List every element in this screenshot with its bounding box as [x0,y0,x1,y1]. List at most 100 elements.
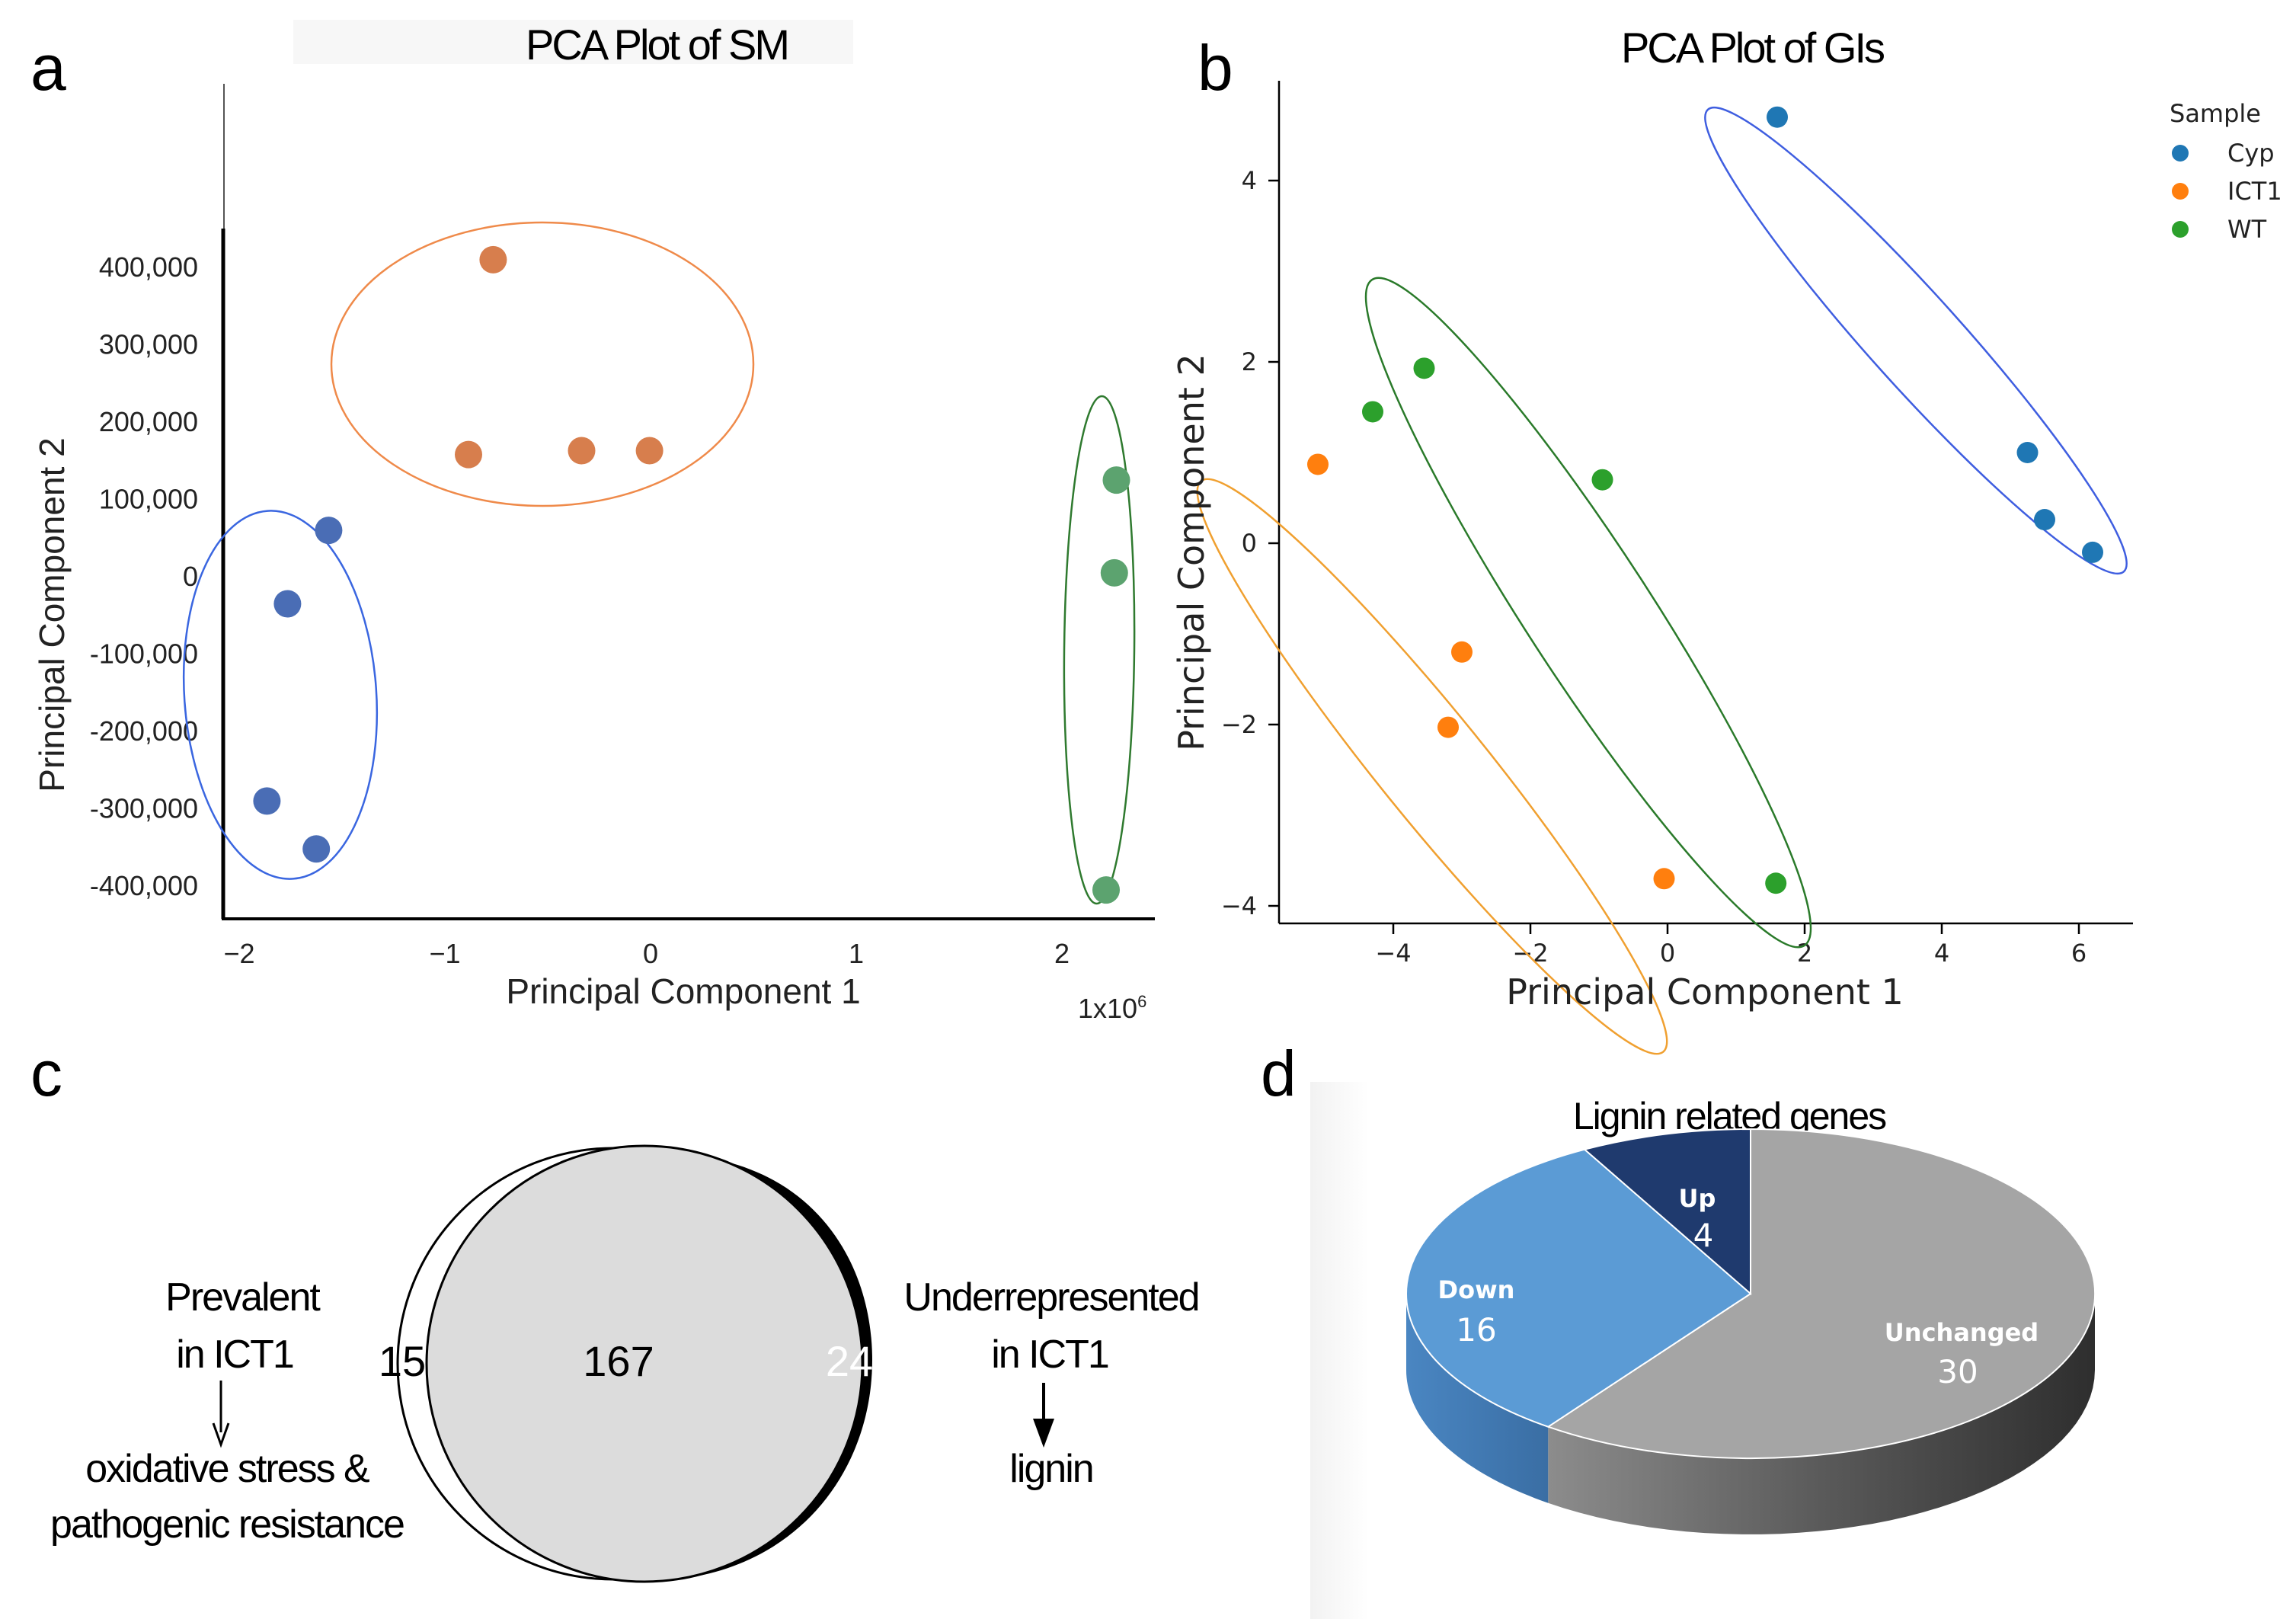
group-ellipses [1196,106,2128,1055]
left-label-line2: in ICT1 [176,1333,293,1377]
ict1-ellipse [1196,478,1668,1055]
x-tick-label: 6 [2071,939,2087,968]
y-tick-label: 4 [1242,166,1257,195]
legend: Sample Cyp ICT1 WT [2170,99,2282,244]
scatter-point [1591,469,1613,491]
scatter-point [1100,558,1128,587]
group-ellipses [182,221,1136,905]
y-axis-label: Principal Component 2 [32,437,72,792]
scatter-point [2034,509,2055,531]
scatter-point [455,440,482,469]
chart-title-sm: PCA Plot of SM [526,21,788,69]
x-ticks: −2 −1 0 1 2 [223,938,1070,969]
x-tick-label: −2 [223,938,254,969]
scatter-point [302,835,331,863]
x-ticks: −4 −2 0 2 4 6 [1375,923,2087,968]
right-label-line2: in ICT1 [991,1333,1108,1377]
right-arrow-head [1033,1419,1054,1448]
scatter-point [273,590,302,618]
scatter-point [635,437,664,465]
pie-value-down: 16 [1456,1311,1496,1349]
scatter-point [1653,868,1675,890]
pie-slice-down [1405,1148,1752,1428]
venn-overlap-circle [425,1144,864,1583]
left-label-line1: Prevalent [165,1275,321,1320]
scatter-point [1092,876,1120,904]
y-ticks: 400,000 300,000 200,000 100,000 0 -100,000 -20… [90,251,198,901]
scatter-point [1767,106,1788,128]
scatter-point [253,787,281,815]
x-tick-label: 1 [849,938,864,969]
scatter-point [1765,872,1787,894]
pie-value-unchanged: 30 [1937,1353,1978,1390]
scatter-point [568,437,596,465]
scatter-point [1307,453,1329,475]
pie-slice-unchanged [1546,1128,2096,1459]
left-note-line2: pathogenic resistance [50,1502,404,1547]
right-label-line1: Underrepresented [903,1275,1198,1320]
orange-group-ellipse [330,221,755,507]
x-scale-note: 1x106 [1078,992,1146,1024]
y-tick-label: 0 [1242,529,1257,558]
chart-title-gls: PCA Plot of GIs [1621,24,1884,72]
scatter-point [479,245,507,274]
scatter-point [1451,641,1473,663]
scatter-points [253,245,1130,904]
y-tick-label: 0 [183,561,198,592]
y-tick-label: 300,000 [99,329,198,360]
x-tick-label: 4 [1934,939,1949,968]
left-note-line1: oxidative stress & [85,1447,369,1491]
x-tick-label: 2 [1797,939,1812,968]
scatter-point [2082,541,2103,563]
scatter-point [1437,716,1459,738]
scatter-points [1307,106,2103,894]
panel-letter-c: c [30,1038,62,1109]
y-tick-label: -100,000 [90,638,198,670]
pie-chart: Unchanged 30 Down 16 Up 4 [1405,1128,2096,1534]
scatter-point [1102,466,1130,494]
pie-side-down [1406,1294,1549,1503]
panel-d: d Lignin related genes Unchanged30Down16… [1261,1038,2296,1619]
pie-label-up: Up [1679,1184,1716,1213]
right-note: lignin [1009,1447,1092,1491]
y-tick-label: -400,000 [90,870,198,901]
y-tick-label: 100,000 [99,484,198,515]
x-tick-label: 0 [643,938,658,969]
legend-marker [2172,221,2189,238]
y-ticks: 4 2 0 −2 −4 [1221,166,1279,920]
legend-label: Cyp [2227,139,2275,168]
venn-overlap-count: 167 [583,1337,654,1385]
title-background [293,20,853,64]
x-tick-label: 0 [1660,939,1675,968]
x-axis-label: Principal Component 1 [1506,971,1904,1013]
legend-marker [2172,183,2189,200]
pie-label-unchanged: Unchanged [1885,1318,2039,1347]
blue-group-ellipse [182,510,379,880]
y-tick-label: −4 [1221,891,1257,920]
left-arrow-head [212,1422,230,1448]
x-tick-label: −2 [1512,939,1548,968]
y-tick-label: -300,000 [90,793,198,824]
y-tick-label: 400,000 [99,251,198,283]
cyp-ellipse [1704,106,2128,575]
panel-c: c 167 15 24 Prevalent in ICT1 oxidative … [30,1038,1201,1583]
panel-a: a PCA Plot of SM 400,000300,000200,00010… [30,20,1155,1024]
y-tick-label: 200,000 [99,406,198,437]
x-tick-label: −4 [1375,939,1411,968]
scatter-point [1362,401,1383,423]
x-axis-label: Principal Component 1 [506,971,860,1011]
y-axis-label: Principal Component 2 [1171,354,1212,751]
pie-label-down: Down [1438,1275,1515,1304]
x-tick-label: −1 [429,938,460,969]
scatter-point [315,517,343,545]
green-group-ellipse [1063,395,1136,905]
y-tick-label: -200,000 [90,715,198,747]
wt-ellipse [1364,277,1812,949]
panel-letter-b: b [1198,32,1233,104]
legend-title: Sample [2170,99,2261,128]
legend-label: WT [2227,215,2267,244]
y-tick-label: −2 [1221,710,1257,739]
x-tick-label: 2 [1054,938,1070,969]
panel-letter-a: a [30,32,66,104]
